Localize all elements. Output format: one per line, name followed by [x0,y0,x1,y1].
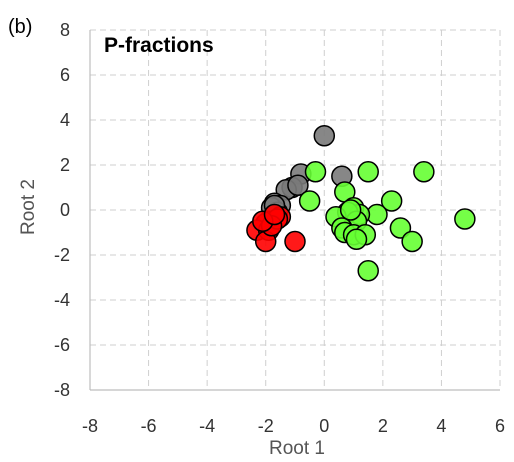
data-point [454,208,476,230]
y-tick-label: -6 [54,335,70,355]
x-tick-label: -8 [82,416,98,436]
data-points [246,125,476,282]
x-tick-label: 4 [436,416,446,436]
y-tick-label: -2 [54,245,70,265]
tick-labels: -8 -6 -4 -2 0 2 4 6 -8 -6 -4 -2 0 2 4 6 8 [54,20,505,436]
x-tick-label: 2 [378,416,388,436]
axes [89,30,500,391]
data-point [263,203,286,226]
y-tick-label: -8 [54,380,70,400]
panel-label: (b) [8,16,32,38]
x-tick-label: -2 [258,416,274,436]
chart-title: P-fractions [104,34,214,57]
y-axis-label: Root 2 [18,179,39,235]
y-tick-label: -4 [54,290,70,310]
data-point [357,260,379,282]
y-tick-label: 0 [60,200,70,220]
y-tick-label: 8 [60,20,70,40]
data-point [380,190,403,212]
data-point [389,217,412,239]
x-tick-label: 0 [319,416,329,436]
data-point [287,174,309,196]
grid-lines [90,29,501,390]
data-point [339,199,362,221]
y-tick-label: 4 [60,110,70,130]
data-point [345,228,368,250]
data-point [313,125,336,147]
data-point [413,161,435,183]
y-tick-label: 2 [60,155,70,175]
data-point [284,230,306,253]
x-tick-label: -6 [141,416,157,436]
x-tick-label: -4 [199,416,215,436]
data-point [304,161,327,183]
data-point [357,161,379,183]
data-point [298,190,321,212]
x-tick-label: 6 [495,416,505,436]
y-tick-label: 6 [60,65,70,85]
data-point [401,230,423,253]
x-axis-label: Root 1 [269,438,325,459]
